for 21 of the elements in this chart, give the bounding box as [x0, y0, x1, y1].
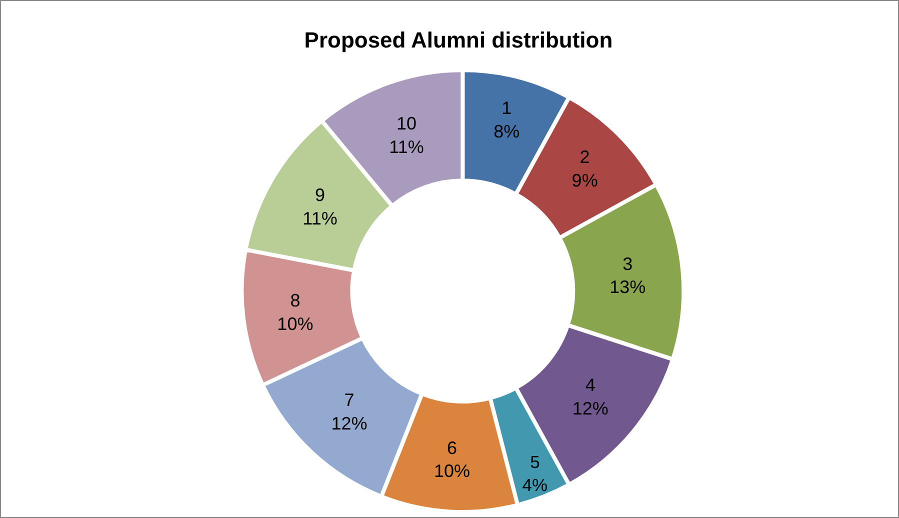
slice-label: 9	[315, 184, 326, 205]
slice-label: 3	[622, 254, 633, 274]
data-label: 9%	[572, 170, 598, 191]
data-label: 13%	[610, 277, 646, 298]
slice-label: 7	[344, 390, 354, 410]
chart-title: Proposed Alumni distribution	[304, 27, 613, 52]
slice-label: 5	[530, 452, 540, 472]
data-label: 12%	[331, 414, 368, 434]
slice-label: 8	[290, 290, 300, 311]
data-label: 10%	[277, 314, 314, 334]
slice-label: 6	[447, 438, 458, 458]
data-label: 11%	[389, 136, 424, 157]
slice-label: 4	[585, 374, 596, 395]
data-label: 8%	[494, 121, 520, 142]
data-label: 11%	[302, 208, 338, 228]
data-label: 12%	[572, 398, 608, 418]
slice-label: 1	[502, 98, 512, 118]
slice-label: 2	[580, 147, 590, 168]
slice-label: 10	[396, 113, 417, 134]
data-label: 4%	[522, 474, 548, 495]
data-label: 10%	[434, 461, 470, 482]
